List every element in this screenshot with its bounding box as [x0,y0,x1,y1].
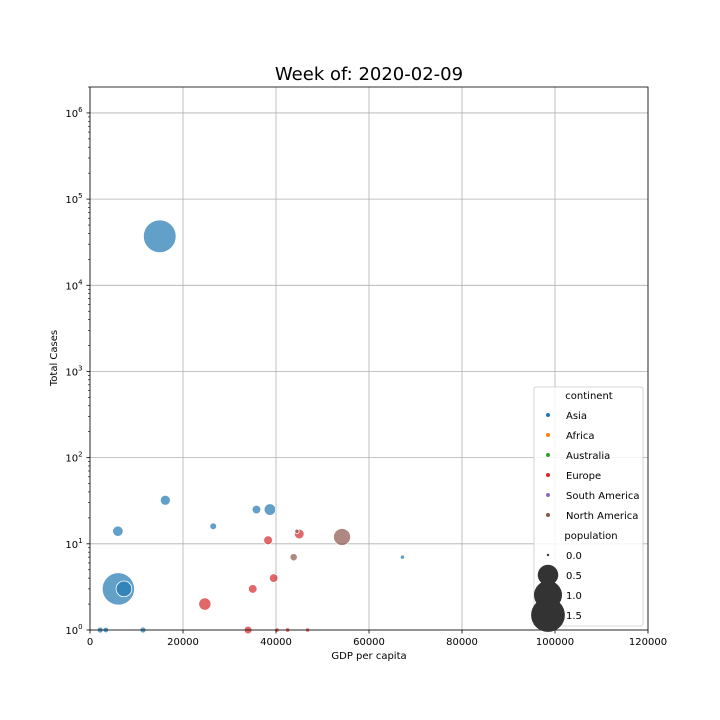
legend-box [533,386,644,627]
data-point [263,535,273,546]
legend-marker [546,433,550,437]
legend-label: Australia [566,451,610,462]
data-point [115,580,133,598]
data-point [289,553,298,562]
y-tick-label: 106 [65,106,83,120]
legend-label: South America [566,491,640,502]
x-tick-label: 100000 [536,637,574,648]
data-point [333,528,351,546]
x-tick-label: 80000 [446,637,478,648]
x-tick-label: 60000 [353,637,385,648]
y-tick-label: 105 [65,192,82,206]
y-tick-label: 101 [65,537,82,551]
legend-size-marker [531,598,565,632]
legend-size-label: 1.5 [566,611,582,622]
data-points [96,219,406,635]
y-axis-label: Total Cases [49,330,60,387]
x-axis-label: GDP per capita [331,651,406,662]
legend-marker [546,453,550,457]
x-tick-label: 120000 [629,637,667,648]
legend-label: Africa [566,431,595,442]
legend-label: North America [566,511,638,522]
y-tick-label: 100 [65,623,82,637]
y-tick-label: 103 [65,364,82,378]
legend-marker [546,513,550,517]
legend-size-label: 1.0 [566,591,582,602]
legend-marker [546,493,550,497]
legend-continent-title: continent [565,391,612,402]
data-point [209,522,218,531]
legend-marker [546,473,550,477]
data-point [268,573,279,583]
x-axis-ticks: 0 20000 40000 60000 80000 100000 120000 [87,630,667,648]
data-point [248,584,258,594]
chart-title: Week of: 2020-02-09 [275,64,463,85]
data-point [159,494,171,506]
x-tick-label: 40000 [260,637,292,648]
data-point [142,219,177,254]
legend-label: Asia [566,411,587,422]
y-tick-label: 104 [65,278,83,292]
legend-label: Europe [566,471,601,482]
data-point [112,525,124,537]
legend: continent population Asia Africa Australia… [531,386,644,632]
y-axis-ticks: 100 101 102 103 104 105 106 [65,86,90,637]
legend-marker [546,413,550,417]
data-point [198,597,212,611]
data-point [399,554,406,560]
y-tick-label: 102 [65,451,82,465]
x-tick-label: 20000 [167,637,199,648]
data-point [263,503,277,516]
data-point [251,504,262,515]
legend-population-title: population [564,531,617,542]
legend-size-marker [546,553,550,557]
x-tick-label: 0 [87,637,93,648]
legend-size-label: 0.5 [566,571,582,582]
legend-size-marker [537,564,559,586]
data-point [294,528,300,534]
legend-size-label: 0.0 [566,551,582,562]
